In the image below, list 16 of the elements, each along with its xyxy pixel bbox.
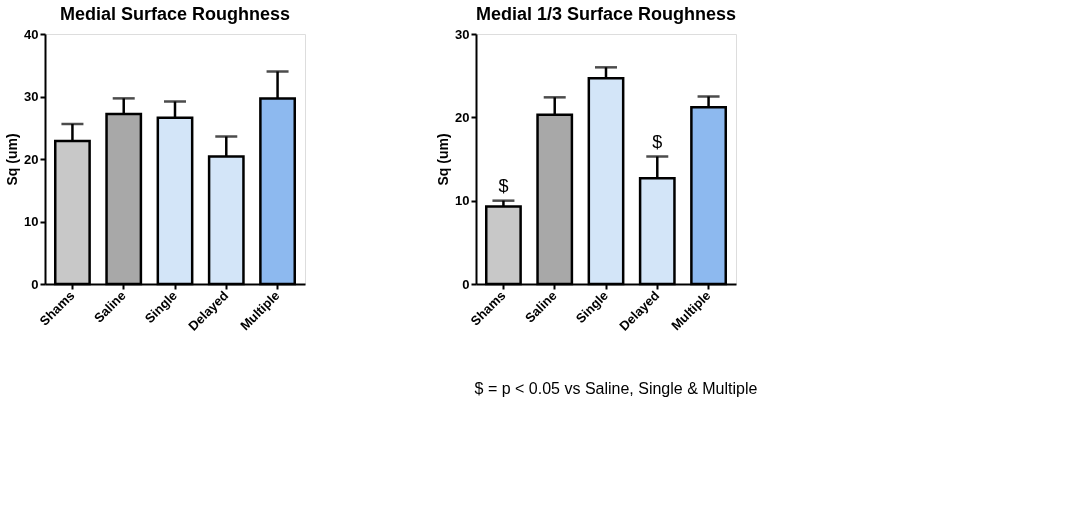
- text: $ = p < 0.05 vs Saline, Single & Multiple: [474, 380, 758, 397]
- y-tick-label: 20: [455, 109, 470, 125]
- y-axis-title: Sq (um): [435, 133, 452, 186]
- y-tick-label: 0: [462, 276, 470, 292]
- y-axis-title: Sq (um): [4, 133, 21, 186]
- y-tick-label: 40: [24, 26, 39, 42]
- y-tick-label: 20: [24, 151, 39, 167]
- y-tick-label: 10: [455, 193, 470, 209]
- chart-title: Medial Surface Roughness: [59, 4, 291, 24]
- chart-title: Medial 1/3 Surface Roughness: [475, 4, 737, 24]
- y-tick-label: 30: [24, 89, 39, 104]
- annotation: $: [652, 131, 663, 152]
- y-tick-label: 30: [455, 26, 470, 42]
- y-tick-label: 0: [31, 276, 39, 292]
- y-tick-label: 10: [24, 214, 39, 229]
- annotation: $: [498, 175, 509, 196]
